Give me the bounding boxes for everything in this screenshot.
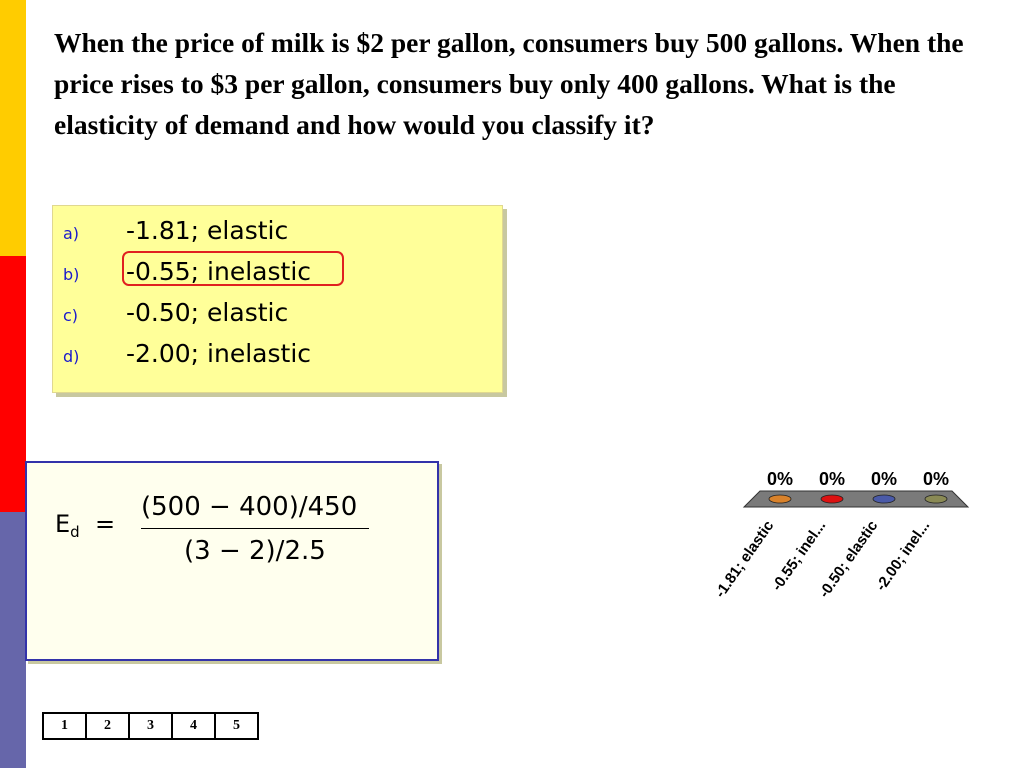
answer-text: -1.81; elastic	[126, 216, 289, 245]
answer-option-c[interactable]: c) -0.50; elastic	[53, 294, 502, 334]
answer-choices: a) -1.81; elastic b) -0.55; inelastic c)…	[52, 205, 503, 393]
chart-value-label: 0%	[871, 469, 897, 489]
answer-text: -2.00; inelastic	[126, 339, 312, 368]
elasticity-symbol: Ed =	[55, 510, 115, 541]
page-button-4[interactable]: 4	[171, 712, 216, 740]
formula-numerator: (500 − 400)/450	[141, 492, 358, 522]
page-button-1[interactable]: 1	[42, 712, 87, 740]
page-button-2[interactable]: 2	[85, 712, 130, 740]
answer-option-a[interactable]: a) -1.81; elastic	[53, 212, 502, 252]
chart-category-label: -2.00; inel...	[872, 518, 933, 595]
chart-bar-top	[768, 494, 792, 504]
fraction-bar	[141, 528, 369, 529]
chart-value-label: 0%	[767, 469, 793, 489]
answer-option-d[interactable]: d) -2.00; inelastic	[53, 335, 502, 375]
page-button-5[interactable]: 5	[214, 712, 259, 740]
formula-box: Ed = (500 − 400)/450 (3 − 2)/2.5	[25, 461, 439, 661]
chart-value-label: 0%	[819, 469, 845, 489]
question-text: When the price of milk is $2 per gallon,…	[54, 27, 964, 140]
chart-bar-top	[924, 494, 948, 504]
chart-category-label: -0.55; inel...	[768, 518, 829, 595]
chart-base-platform	[742, 490, 970, 508]
answer-text: -0.55; inelastic	[126, 257, 312, 286]
answer-option-b[interactable]: b) -0.55; inelastic	[53, 253, 502, 293]
chart-category-label: -1.81; elastic	[712, 518, 778, 602]
sidebar-segment-yellow	[0, 0, 26, 256]
correct-answer-marker	[122, 251, 344, 286]
answer-text: -0.50; elastic	[126, 298, 289, 327]
answer-letter: d)	[63, 347, 80, 366]
page-navigator: 1 2 3 4 5	[42, 712, 259, 740]
chart-value-label: 0%	[923, 469, 949, 489]
chart-bar-top	[872, 494, 896, 504]
answer-letter: b)	[63, 265, 80, 284]
sidebar-stripe	[0, 0, 26, 768]
page-button-3[interactable]: 3	[128, 712, 173, 740]
answer-letter: c)	[63, 306, 79, 325]
formula-label: E	[55, 510, 71, 538]
formula-denominator: (3 − 2)/2.5	[184, 536, 326, 566]
formula-subscript: d	[70, 523, 80, 541]
chart-bar-top	[820, 494, 844, 504]
formula-equals: =	[94, 510, 116, 538]
sidebar-segment-blue	[0, 512, 26, 768]
answer-letter: a)	[63, 224, 80, 243]
sidebar-segment-red	[0, 256, 26, 512]
